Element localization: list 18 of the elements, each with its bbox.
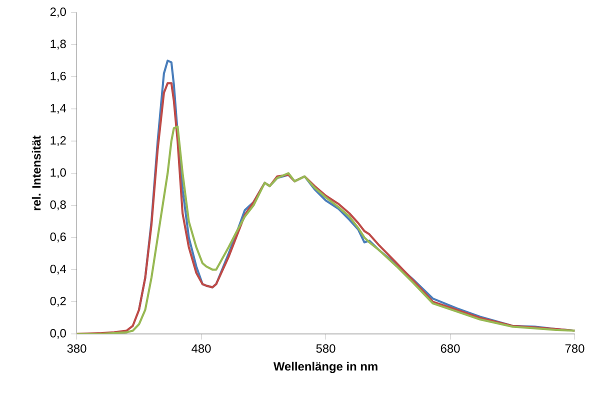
- y-tick-label: 1,6: [50, 72, 66, 82]
- y-tick-label: 0,2: [50, 296, 66, 307]
- x-tick-label: 580: [316, 344, 336, 353]
- y-tick-label: 0,0: [50, 329, 66, 339]
- y-tick-label: 1,2: [50, 136, 66, 146]
- y-axis-title: rel. Intensität: [32, 136, 41, 210]
- y-tick-label: 0,8: [50, 200, 66, 210]
- x-tick-label: 780: [565, 344, 584, 353]
- y-tick-label: 1,0: [50, 168, 66, 178]
- x-tick-label: 680: [440, 344, 460, 353]
- y-tick-label: 0,4: [50, 264, 66, 275]
- y-tick-label: 1,4: [50, 104, 66, 114]
- y-tick-label: 2,0: [50, 8, 66, 18]
- x-tick-label: 480: [192, 344, 211, 353]
- x-tick-label: 380: [67, 344, 86, 353]
- y-tick-label: 0,6: [50, 232, 66, 242]
- y-tick-label: 1,8: [50, 40, 66, 50]
- x-axis-title: Wellenlänge in nm: [273, 362, 378, 374]
